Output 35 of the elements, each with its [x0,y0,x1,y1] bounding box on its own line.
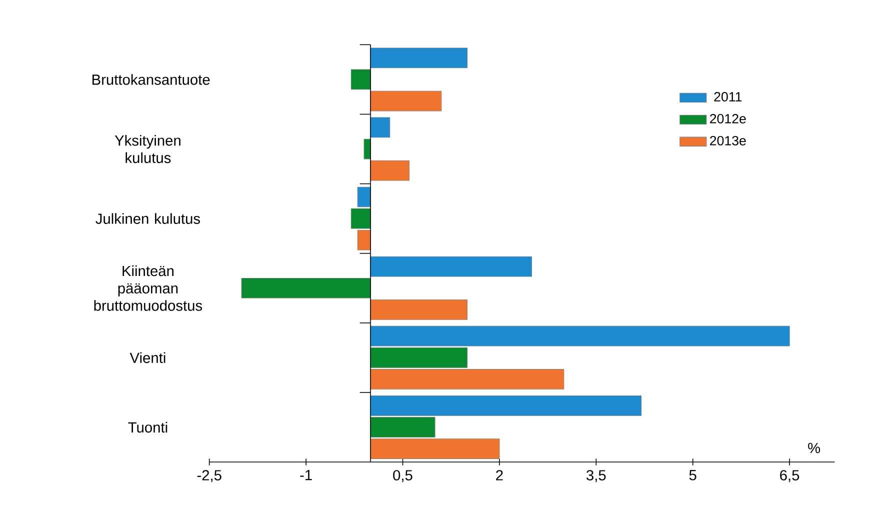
bar [370,300,468,320]
legend-label: 2011 [714,92,742,102]
y-tick-label: Julkinen kulutus [96,213,200,224]
y-tick-label: Vienti [130,352,166,364]
x-tick-label: 3,5 [586,470,606,482]
bar [241,278,371,298]
bar [357,230,371,250]
bar [370,347,468,368]
bar [357,186,371,208]
x-tick-label: 0,5 [393,470,412,482]
bar [370,395,642,416]
legend-label: 2013e [710,136,746,146]
bar [370,117,390,138]
y-tick-label: Yksityinen kulutus [114,134,180,164]
y-tick-label: Tuonti [128,422,168,433]
bar [370,417,436,438]
x-tick-label: 2 [496,470,503,480]
bar [350,69,371,90]
legend-label: 2012e [710,114,746,124]
y-tick-label: Kiinteän pääoman bruttomuodostus [94,265,202,311]
bar [370,369,564,390]
x-axis-title: % [808,442,820,454]
x-tick-label: -2,5 [197,470,222,482]
bar [364,138,371,160]
x-tick-label: 5 [689,470,696,480]
bar [370,326,790,346]
x-tick-label: -1 [300,470,312,480]
bar [370,438,500,459]
y-tick-label: Bruttokansantuote [92,74,210,85]
x-tick-label: 6,5 [780,470,800,482]
bar [370,90,442,112]
bar [370,48,468,68]
bar [370,256,532,277]
bar [350,208,371,229]
bar [370,160,410,181]
